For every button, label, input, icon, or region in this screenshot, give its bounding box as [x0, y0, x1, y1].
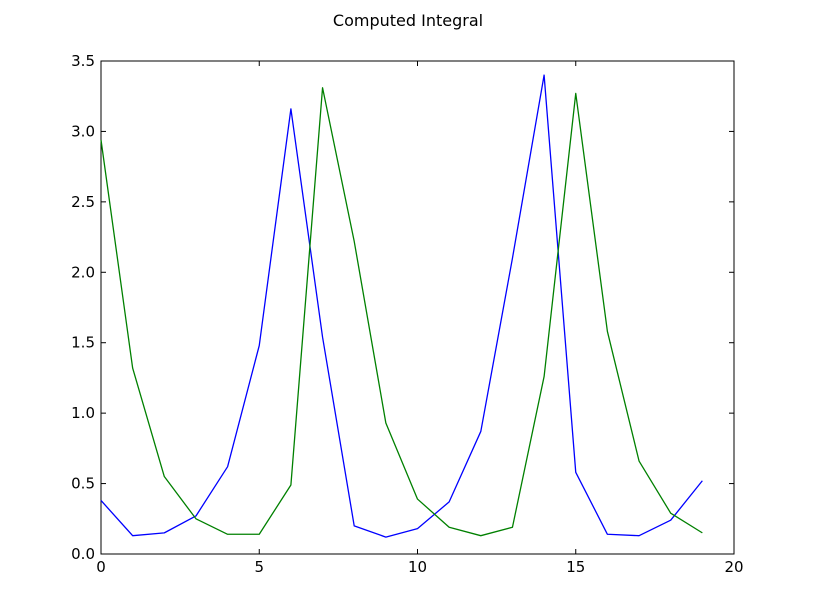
series-line-1 [100, 74, 703, 538]
x-tick-label: 15 [566, 558, 585, 576]
axis-tick-labels: 0 5 10 15 20 0.0 0.5 1.0 1.5 2.0 2.5 3.0 3.5 [71, 52, 743, 576]
chart-title: Computed Integral [333, 11, 483, 30]
x-tick-label: 0 [96, 558, 106, 576]
x-tick-label: 20 [724, 558, 743, 576]
y-tick-label: 2.0 [71, 263, 95, 281]
y-tick-label: 3.0 [71, 122, 95, 140]
y-tick-label: 2.5 [71, 193, 95, 211]
y-tick-label: 1.5 [71, 334, 95, 352]
axis-ticks [100, 60, 735, 555]
x-tick-label: 5 [254, 558, 264, 576]
y-tick-label: 0.0 [71, 545, 95, 563]
series-line-2 [100, 87, 703, 537]
x-tick-label: 10 [408, 558, 427, 576]
series-layer [100, 74, 703, 538]
y-tick-label: 1.0 [71, 404, 95, 422]
y-tick-label: 3.5 [71, 52, 95, 70]
plot-area [100, 60, 735, 555]
y-tick-label: 0.5 [71, 475, 95, 493]
